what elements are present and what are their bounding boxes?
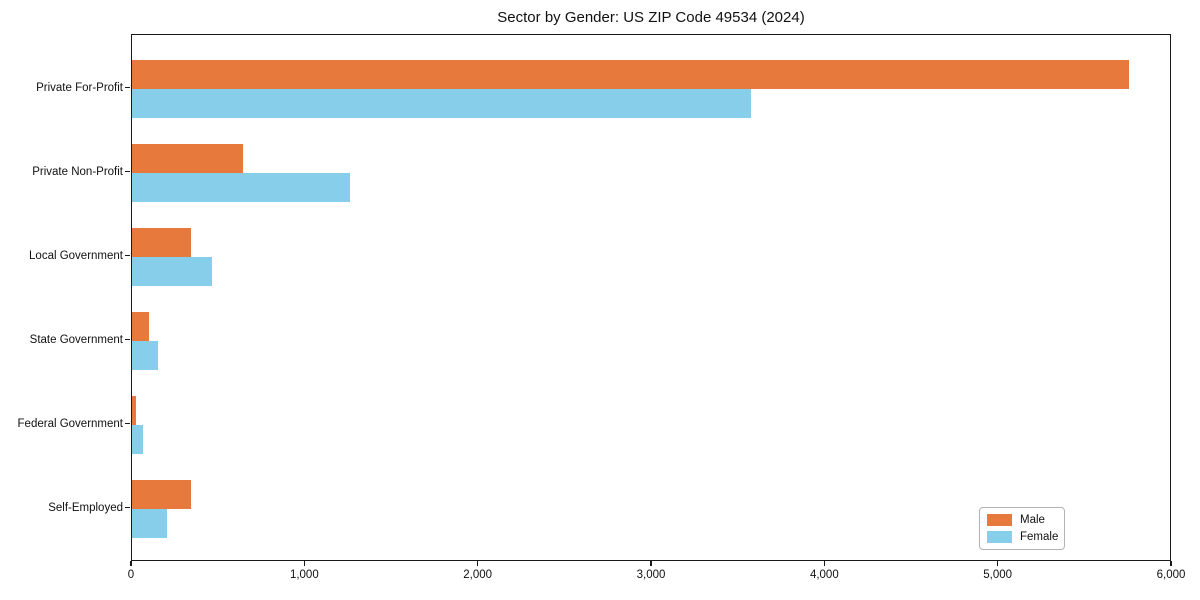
legend-swatch-male — [987, 514, 1012, 526]
bar-male-self-employed — [132, 479, 191, 509]
ytick-mark-private-non-profit — [125, 170, 130, 173]
bar-female-local-government — [132, 256, 212, 286]
ytick-label-private-non-profit: Private Non-Profit — [32, 165, 123, 178]
legend-swatch-female — [987, 531, 1012, 543]
legend-label-male: Male — [1020, 514, 1045, 526]
ytick-mark-self-employed — [125, 506, 130, 509]
bar-female-state-government — [132, 340, 158, 370]
ytick-mark-state-government — [125, 338, 130, 341]
legend-entry-female: Female — [987, 531, 1059, 543]
ytick-mark-private-for-profit — [125, 86, 130, 89]
bar-female-self-employed — [132, 508, 167, 538]
xtick-label-3000: 3,000 — [636, 569, 666, 581]
xtick-label-0: 0 — [127, 569, 135, 581]
xtick-mark-1000 — [303, 561, 306, 566]
xtick-label-1000: 1,000 — [289, 569, 319, 581]
bar-male-private-non-profit — [132, 143, 243, 173]
legend-entry-male: Male — [987, 514, 1056, 526]
ytick-label-self-employed: Self-Employed — [48, 501, 123, 514]
ytick-label-local-government: Local Government — [29, 249, 123, 262]
xtick-label-4000: 4,000 — [809, 569, 839, 581]
bar-female-private-non-profit — [132, 172, 351, 202]
legend-label-female: Female — [1020, 531, 1059, 543]
bar-female-federal-government — [132, 424, 144, 454]
ytick-label-private-for-profit: Private For-Profit — [36, 81, 123, 94]
xtick-label-6000: 6,000 — [1156, 569, 1186, 581]
chart-title: Sector by Gender: US ZIP Code 49534 (202… — [497, 9, 805, 26]
xtick-mark-6000 — [1170, 561, 1172, 566]
xtick-label-2000: 2,000 — [463, 569, 493, 581]
xtick-mark-2000 — [476, 561, 479, 566]
bar-male-federal-government — [132, 395, 136, 425]
ytick-mark-local-government — [125, 254, 130, 257]
xtick-label-5000: 5,000 — [983, 569, 1013, 581]
ytick-label-federal-government: Federal Government — [17, 417, 123, 430]
legend: Male Female — [979, 507, 1065, 550]
plot-area — [131, 34, 1171, 561]
xtick-mark-4000 — [823, 561, 826, 566]
xtick-mark-0 — [130, 561, 132, 566]
xtick-mark-5000 — [996, 561, 999, 566]
ytick-mark-federal-government — [125, 422, 130, 425]
ytick-label-state-government: State Government — [29, 333, 123, 346]
xtick-mark-3000 — [650, 561, 652, 566]
bar-female-private-for-profit — [132, 88, 751, 118]
bar-male-state-government — [132, 311, 150, 341]
bar-male-local-government — [132, 227, 191, 257]
bar-male-private-for-profit — [132, 59, 1129, 89]
